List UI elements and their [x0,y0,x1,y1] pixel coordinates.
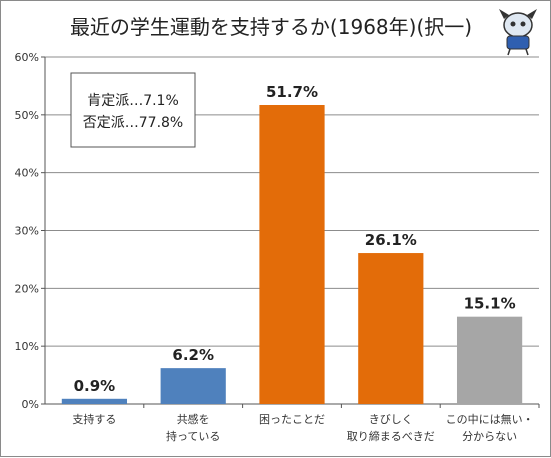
summary-box: 肯定派…7.1% 否定派…77.8% [70,72,196,148]
mascot-icon [499,9,537,56]
bar [358,253,424,404]
x-tick-label: きびしく [369,413,413,426]
data-label: 6.2% [172,346,214,364]
data-label: 15.1% [464,295,516,313]
x-tick-label: 共感を [177,413,210,426]
summary-positive: 肯定派…7.1% [87,93,179,109]
data-label: 26.1% [365,231,417,249]
y-tick-label: 10% [15,340,39,353]
x-tick-label: 支持する [72,412,116,426]
y-tick-label: 30% [15,225,39,238]
x-tick-label: この中には無い・ [446,412,534,426]
bar [160,368,226,404]
data-label: 51.7% [266,83,318,101]
data-label: 0.9% [74,377,116,395]
bar [61,398,128,404]
summary-negative: 否定派…77.8% [83,115,183,131]
x-tick-label: 取り締まるべきだ [347,429,435,443]
bar [259,105,325,405]
x-tick-label: 困ったことだ [259,413,325,426]
y-tick-label: 50% [15,109,39,122]
y-tick-label: 40% [15,167,39,180]
bar [456,316,523,404]
x-tick-label: 持っている [166,429,220,443]
chart-title: 最近の学生運動を支持するか(1968年)(択一) [70,15,472,39]
y-tick-label: 60% [15,51,39,64]
x-tick-label: 分からない [462,430,517,443]
y-tick-label: 20% [15,282,39,295]
y-tick-label: 0% [22,398,39,411]
